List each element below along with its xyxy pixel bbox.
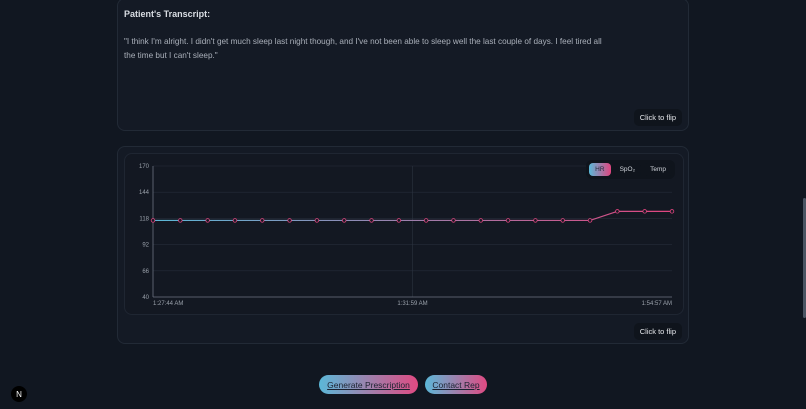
y-tick-label: 170 (139, 164, 150, 170)
flip-button[interactable]: Click to flip (633, 109, 682, 126)
y-tick-label: 92 (142, 243, 149, 249)
y-tick-label: 66 (142, 269, 149, 275)
vitals-chart: 170 144 118 92 66 40 1:27:44 AM 1:31:59 AM 1:54:… (124, 153, 684, 315)
toggle-hr[interactable]: HR (589, 163, 611, 176)
hr-point (423, 218, 429, 223)
hr-point (396, 218, 402, 223)
hr-point (260, 218, 265, 223)
contact-rep-button[interactable]: Contact Rep (425, 375, 487, 394)
toggle-spo2[interactable]: SpO₂ (613, 163, 642, 176)
toggle-temp[interactable]: Temp (644, 163, 672, 176)
x-tick-label: 1:31:59 AM (397, 301, 427, 307)
x-tick-label: 1:27:44 AM (153, 301, 183, 307)
hr-point (287, 218, 292, 223)
x-tick-label: 1:54:57 AM (642, 301, 672, 307)
nextjs-logo[interactable]: N (11, 386, 27, 402)
hr-point (587, 218, 593, 223)
hr-point (478, 218, 483, 223)
transcript-title: Patient's Transcript: (124, 9, 211, 19)
generate-prescription-button[interactable]: Generate Prescription (319, 375, 418, 394)
hr-point (669, 209, 675, 214)
vitals-card[interactable]: 170 144 118 92 66 40 1:27:44 AM 1:31:59 AM 1:54:… (117, 146, 689, 344)
hr-point (178, 218, 183, 223)
hr-point (642, 209, 647, 214)
y-tick-label: 118 (139, 216, 149, 222)
hr-point (533, 218, 538, 223)
hr-point (369, 218, 374, 223)
hr-point (150, 218, 156, 223)
hr-point (205, 218, 210, 223)
hr-point (560, 218, 565, 223)
hr-point (615, 209, 620, 214)
transcript-text: "I think I'm alright. I didn't get much … (124, 37, 602, 60)
flip-button[interactable]: Click to flip (633, 323, 682, 340)
scrollbar[interactable] (803, 198, 806, 318)
y-tick-label: 144 (139, 190, 150, 196)
hr-point (505, 218, 511, 223)
transcript-card[interactable]: Patient's Transcript: "I think I'm alrig… (117, 0, 689, 131)
hr-point (451, 218, 456, 223)
hr-point (342, 218, 347, 223)
y-tick-label: 40 (142, 295, 149, 301)
hr-point (232, 218, 238, 223)
hr-point (314, 218, 320, 223)
metric-toggle-group: HR SpO₂ Temp (586, 160, 675, 179)
chart-svg: 170 144 118 92 66 40 1:27:44 AM 1:31:59 AM 1:54:… (139, 164, 675, 307)
hr-line (153, 210, 672, 222)
